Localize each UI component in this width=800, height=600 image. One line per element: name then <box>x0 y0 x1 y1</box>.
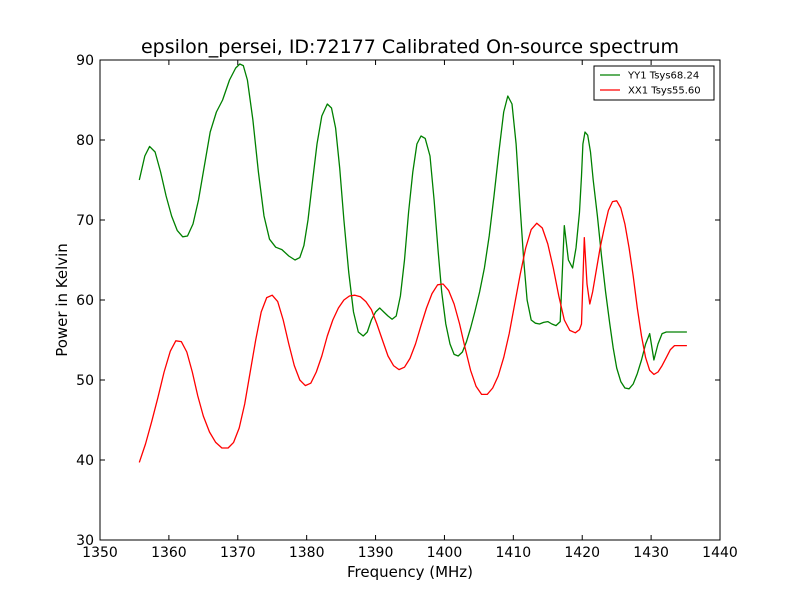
y-tick-label: 40 <box>76 453 94 469</box>
series-line-xx1 <box>138 200 687 463</box>
y-tick-label: 70 <box>76 213 94 229</box>
chart-title: epsilon_persei, ID:72177 Calibrated On-s… <box>141 36 679 58</box>
x-tick-label: 1360 <box>151 545 187 561</box>
series-layer <box>138 63 687 463</box>
x-tick-label: 1380 <box>289 545 325 561</box>
legend: YY1 Tsys68.24 XX1 Tsys55.60 <box>593 65 715 101</box>
y-tick-label: 60 <box>76 293 94 309</box>
x-tick-label: 1370 <box>220 545 256 561</box>
x-axis: 1350 1360 1370 1380 1390 1400 1410 1420 1430 1440 <box>82 60 738 561</box>
y-tick-label: 80 <box>76 133 94 149</box>
x-tick-label: 1410 <box>496 545 532 561</box>
y-tick-label: 90 <box>76 53 94 69</box>
x-tick-label: 1350 <box>82 545 118 561</box>
y-axis-label: Power in Kelvin <box>53 243 71 357</box>
y-tick-label: 30 <box>76 533 94 549</box>
x-tick-label: 1420 <box>564 545 600 561</box>
y-tick-label: 50 <box>76 373 94 389</box>
x-tick-label: 1440 <box>702 545 738 561</box>
x-tick-label: 1400 <box>427 545 463 561</box>
legend-label: XX1 Tsys55.60 <box>628 86 701 97</box>
x-tick-label: 1430 <box>633 545 669 561</box>
x-axis-label: Frequency (MHz) <box>347 563 473 581</box>
y-axis: 30 40 50 60 70 80 90 <box>76 53 720 549</box>
series-line-yy1 <box>138 63 687 390</box>
legend-box <box>593 65 715 101</box>
legend-label: YY1 Tsys68.24 <box>627 71 699 82</box>
x-tick-label: 1390 <box>358 545 394 561</box>
